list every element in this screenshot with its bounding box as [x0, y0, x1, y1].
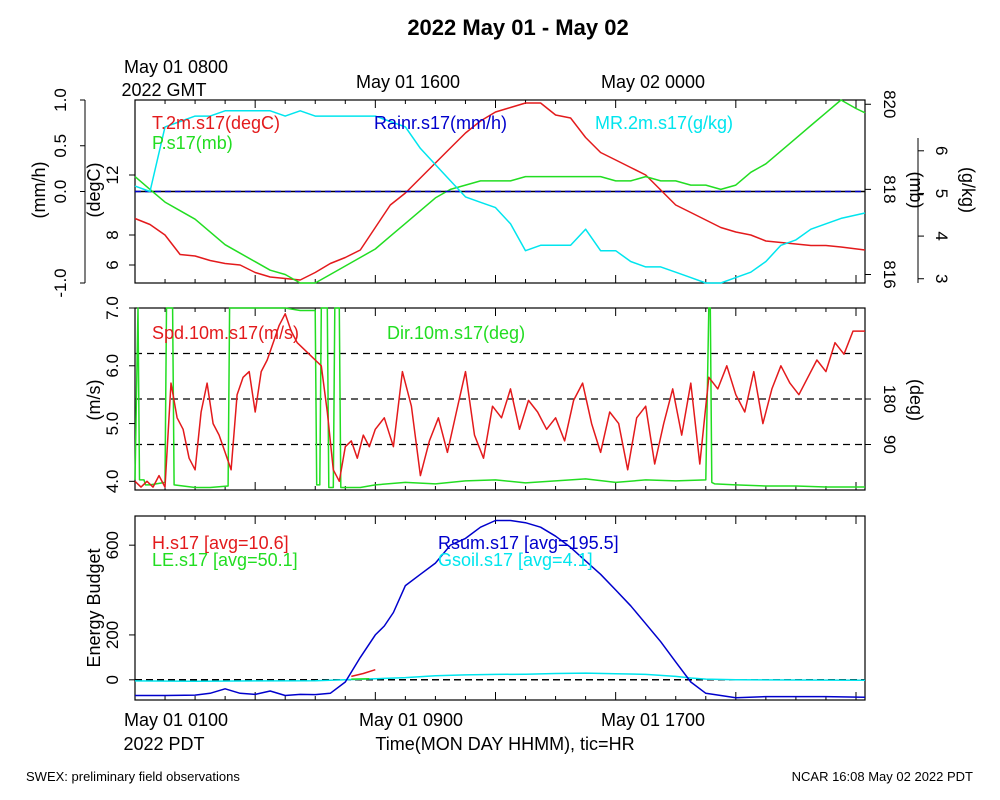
bottom-axis-energy-tick-label-0: 0 — [103, 675, 122, 684]
pdt-label-0-line1: May 01 0100 — [124, 710, 228, 730]
bottom-series-h — [351, 668, 376, 678]
top-axis-degc-label: (degC) — [84, 162, 104, 217]
middle-axis-deg-tick-label-1: 180 — [880, 385, 899, 413]
middle-axis-deg-label: (deg) — [906, 379, 926, 421]
gmt-label-2: May 02 0000 — [601, 72, 705, 92]
top-axis-gkg-label: (g/kg) — [958, 167, 978, 213]
top-axis-mb-tick-label-0: 816 — [880, 260, 899, 288]
middle-series-spd — [134, 313, 865, 488]
top-axis-mb-tick-label-2: 820 — [880, 90, 899, 118]
legend-mixing-ratio: MR.2m.s17(g/kg) — [595, 113, 733, 133]
top-axis-mb-label: (mb) — [906, 172, 926, 209]
middle-axis-ms-label: (m/s) — [84, 380, 104, 421]
top-axis-gkg-tick-label-1: 4 — [932, 231, 951, 240]
legend-speed: Spd.10m.s17(m/s) — [152, 323, 299, 343]
top-axis-gkg-tick-label-2: 5 — [932, 189, 951, 198]
panel-top: -1.0 0.0 0.5 1.0 (mm/h) 6 8 12(degC) 816 818 820 (m… — [29, 88, 978, 297]
middle-axis-ms-tick-label-2: 6.0 — [103, 354, 122, 378]
top-axis-mb-tick-label-1: 818 — [880, 175, 899, 203]
gmt-label-0-line2: 2022 GMT — [121, 80, 206, 100]
pdt-label-1: May 01 0900 — [359, 710, 463, 730]
middle-axis-ms-tick-label-1: 5.0 — [103, 412, 122, 436]
gmt-label-0-line1: May 01 0800 — [124, 57, 228, 77]
top-axis-degc-tick-label-2: 12 — [103, 166, 122, 185]
legend-pressure: P.s17(mb) — [152, 133, 233, 153]
bottom-axis-energy-label: Energy Budget — [84, 548, 104, 667]
top-axis-mmh-tick-label-1: 0.0 — [51, 180, 70, 204]
bottom-axis-energy-tick-label-2: 600 — [103, 531, 122, 559]
legend-gsoil: Gsoil.s17 [avg=4.1] — [438, 550, 593, 570]
legend-temp: T.2m.s17(degC) — [152, 113, 280, 133]
legend-rsum: Rsum.s17 [avg=195.5] — [438, 533, 619, 553]
top-axis-gkg-tick-label-0: 3 — [932, 274, 951, 283]
top-axis-mmh-tick-label-2: 0.5 — [51, 134, 70, 158]
pdt-label-2: May 01 1700 — [601, 710, 705, 730]
top-series-1 — [134, 99, 866, 284]
panel-middle: 4.0 5.0 6.0 7.0 (m/s) 90 180 (deg) Spd.10m.s17(m… — [84, 296, 926, 493]
footer-left: SWEX: preliminary field observations — [26, 769, 240, 784]
bottom-axis-energy-tick-label-1: 200 — [103, 621, 122, 649]
gmt-label-1: May 01 1600 — [356, 72, 460, 92]
x-axis-label: Time(MON DAY HHMM), tic=HR — [375, 734, 634, 754]
top-series-3 — [134, 110, 866, 284]
top-series-0 — [134, 102, 866, 281]
legend-direction: Dir.10m.s17(deg) — [387, 323, 525, 343]
top-axis-degc-tick-label-0: 6 — [103, 260, 122, 269]
top-axis-degc-tick-label-1: 8 — [103, 230, 122, 239]
top-axis-mmh-tick-label-3: 1.0 — [51, 88, 70, 112]
bottom-series-gsoil — [134, 672, 866, 682]
chart-title: 2022 May 01 - May 02 — [407, 15, 628, 40]
legend-rain: Rainr.s17(mm/h) — [374, 113, 507, 133]
legend-le: LE.s17 [avg=50.1] — [152, 550, 298, 570]
middle-axis-ms-tick-label-0: 4.0 — [103, 470, 122, 494]
top-axis-mmh-label: (mm/h) — [29, 162, 49, 219]
middle-axis-ms-tick-label-3: 7.0 — [103, 296, 122, 320]
footer-right: NCAR 16:08 May 02 2022 PDT — [792, 769, 973, 784]
bottom-series-rsum — [135, 519, 866, 699]
top-axis-gkg-tick-label-3: 6 — [932, 146, 951, 155]
pdt-label-0-line2: 2022 PDT — [123, 734, 204, 754]
top-axis-mmh-tick-label-0: -1.0 — [51, 268, 70, 297]
middle-axis-deg-tick-label-0: 90 — [880, 435, 899, 454]
legend-h: H.s17 [avg=10.6] — [152, 533, 289, 553]
